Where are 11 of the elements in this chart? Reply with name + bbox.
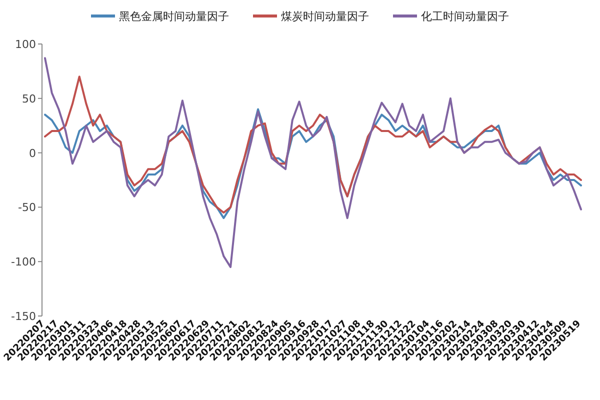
y-tick-label: -150	[11, 310, 36, 323]
y-tick-label: -50	[18, 201, 36, 214]
y-tick-label: 100	[15, 38, 36, 51]
legend-label: 煤炭时间动量因子	[281, 10, 369, 23]
line-series	[44, 76, 582, 214]
legend-label: 化工时间动量因子	[421, 10, 509, 23]
y-tick-label: 0	[29, 146, 36, 160]
legend-label: 黑色金属时间动量因子	[119, 10, 229, 23]
y-tick-label: 50	[22, 92, 36, 106]
y-tick-label: -100	[11, 256, 36, 269]
line-series	[44, 57, 582, 268]
